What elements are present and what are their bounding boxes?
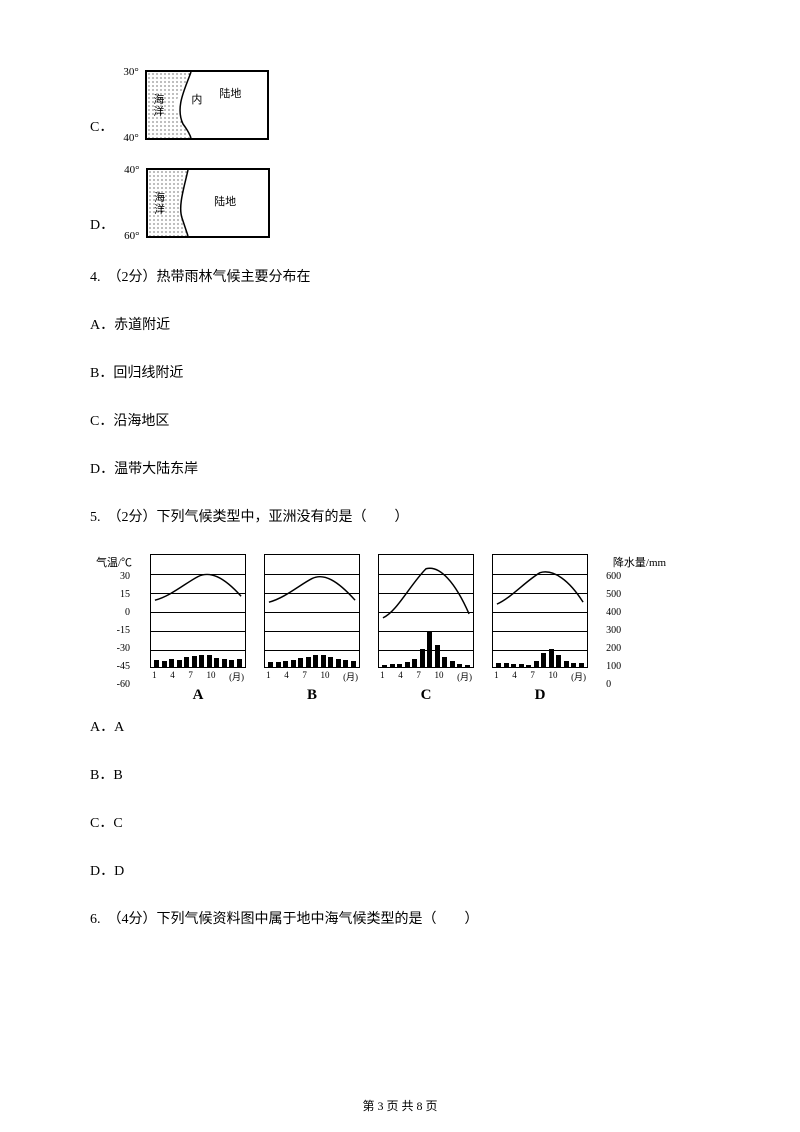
axis-left-caption: 气温/℃: [96, 554, 132, 570]
xd1: 1: [494, 670, 499, 683]
rtick-4: 200: [606, 644, 621, 654]
rtick-1: 500: [606, 590, 621, 600]
xc3: 7: [416, 670, 421, 683]
xd4: 10: [548, 670, 557, 683]
q5-option-b: B．B: [90, 764, 710, 784]
ltick-4: -30: [117, 644, 130, 654]
map-c-land-label: 陆地: [219, 88, 241, 100]
chart-b: 1 4 7 10 (月) B: [264, 554, 360, 704]
rtick-6: 0: [606, 680, 611, 690]
xd2: 4: [512, 670, 517, 683]
xc4: 10: [434, 670, 443, 683]
xb1: 1: [266, 670, 271, 683]
axis-right-ticks: 600 500 400 300 200 100 0: [606, 572, 666, 690]
ltick-6: -60: [117, 680, 130, 690]
map-c-coastline: [147, 72, 267, 138]
xb2: 4: [284, 670, 289, 683]
chart-b-letter: B: [307, 687, 317, 704]
xb3: 7: [302, 670, 307, 683]
option-d-label: D．: [90, 214, 114, 238]
map-d-lat-top: 40°: [124, 164, 139, 176]
q4-option-c: C．沿海地区: [90, 410, 710, 430]
map-d-land-label: 陆地: [214, 196, 236, 208]
page-footer: 第 3 页 共 8 页: [0, 1097, 800, 1114]
ltick-3: -15: [117, 626, 130, 636]
map-c-nei-label: 内: [191, 94, 202, 106]
ltick-1: 15: [120, 590, 130, 600]
option-c-row: C． 30° 40° 海 洋 内 陆地: [90, 70, 710, 140]
option-c-label: C．: [90, 116, 113, 140]
xa1: 1: [152, 670, 157, 683]
map-c-diagram: 30° 40° 海 洋 内 陆地: [145, 70, 269, 140]
chart-d-box: [492, 554, 588, 668]
axis-left-ticks: 30 15 0 -15 -30 -45 -60: [96, 572, 130, 690]
axis-left: 气温/℃ 30 15 0 -15 -30 -45 -60: [96, 554, 132, 690]
chart-a-box: [150, 554, 246, 668]
chart-b-xlabels: 1 4 7 10 (月): [264, 670, 360, 683]
rtick-0: 600: [606, 572, 621, 582]
chart-c-letter: C: [421, 687, 432, 704]
xbu: (月): [343, 670, 358, 683]
xa3: 7: [188, 670, 193, 683]
xdu: (月): [571, 670, 586, 683]
chart-c-box: [378, 554, 474, 668]
map-d-sea-label: 海 洋: [154, 192, 165, 216]
chart-a-xlabels: 1 4 7 10 (月): [150, 670, 246, 683]
q5-charts: 气温/℃ 30 15 0 -15 -30 -45 -60 1 4 7 10 (月…: [96, 554, 710, 704]
q5-option-c: C．C: [90, 812, 710, 832]
map-c-lat-top: 30°: [123, 66, 138, 78]
map-d-diagram: 40° 60° 海 洋 陆地: [146, 168, 270, 238]
chart-c: 1 4 7 10 (月) C: [378, 554, 474, 704]
q4-option-d: D．温带大陆东岸: [90, 458, 710, 478]
xa4: 10: [206, 670, 215, 683]
q6-stem: 6. （4分）下列气候资料图中属于地中海气候类型的是（ ）: [90, 908, 710, 928]
map-d-coastline: [148, 170, 268, 236]
map-c-lat-bottom: 40°: [123, 132, 138, 144]
q5-option-d: D．D: [90, 860, 710, 880]
rtick-3: 300: [606, 626, 621, 636]
chart-a: 1 4 7 10 (月) A: [150, 554, 246, 704]
xau: (月): [229, 670, 244, 683]
axis-right: 降水量/mm 600 500 400 300 200 100 0: [606, 554, 666, 690]
ltick-2: 0: [125, 608, 130, 618]
q4-option-a: A．赤道附近: [90, 314, 710, 334]
rtick-2: 400: [606, 608, 621, 618]
xcu: (月): [457, 670, 472, 683]
chart-d-xlabels: 1 4 7 10 (月): [492, 670, 588, 683]
chart-d: 1 4 7 10 (月) D: [492, 554, 588, 704]
axis-right-caption: 降水量/mm: [606, 554, 666, 570]
map-c-sea-label: 海 洋: [153, 94, 164, 118]
xa2: 4: [170, 670, 175, 683]
q5-option-a: A．A: [90, 716, 710, 736]
q5-stem: 5. （2分）下列气候类型中，亚洲没有的是（ ）: [90, 506, 710, 526]
rtick-5: 100: [606, 662, 621, 672]
q4-stem: 4. （2分）热带雨林气候主要分布在: [90, 266, 710, 286]
xb4: 10: [320, 670, 329, 683]
option-d-row: D． 40° 60° 海 洋 陆地: [90, 168, 710, 238]
xd3: 7: [530, 670, 535, 683]
ltick-5: -45: [117, 662, 130, 672]
chart-b-box: [264, 554, 360, 668]
xc1: 1: [380, 670, 385, 683]
ltick-0: 30: [120, 572, 130, 582]
chart-a-letter: A: [193, 687, 204, 704]
xc2: 4: [398, 670, 403, 683]
map-d-lat-bottom: 60°: [124, 230, 139, 242]
q4-option-b: B．回归线附近: [90, 362, 710, 382]
chart-d-letter: D: [535, 687, 546, 704]
chart-c-xlabels: 1 4 7 10 (月): [378, 670, 474, 683]
